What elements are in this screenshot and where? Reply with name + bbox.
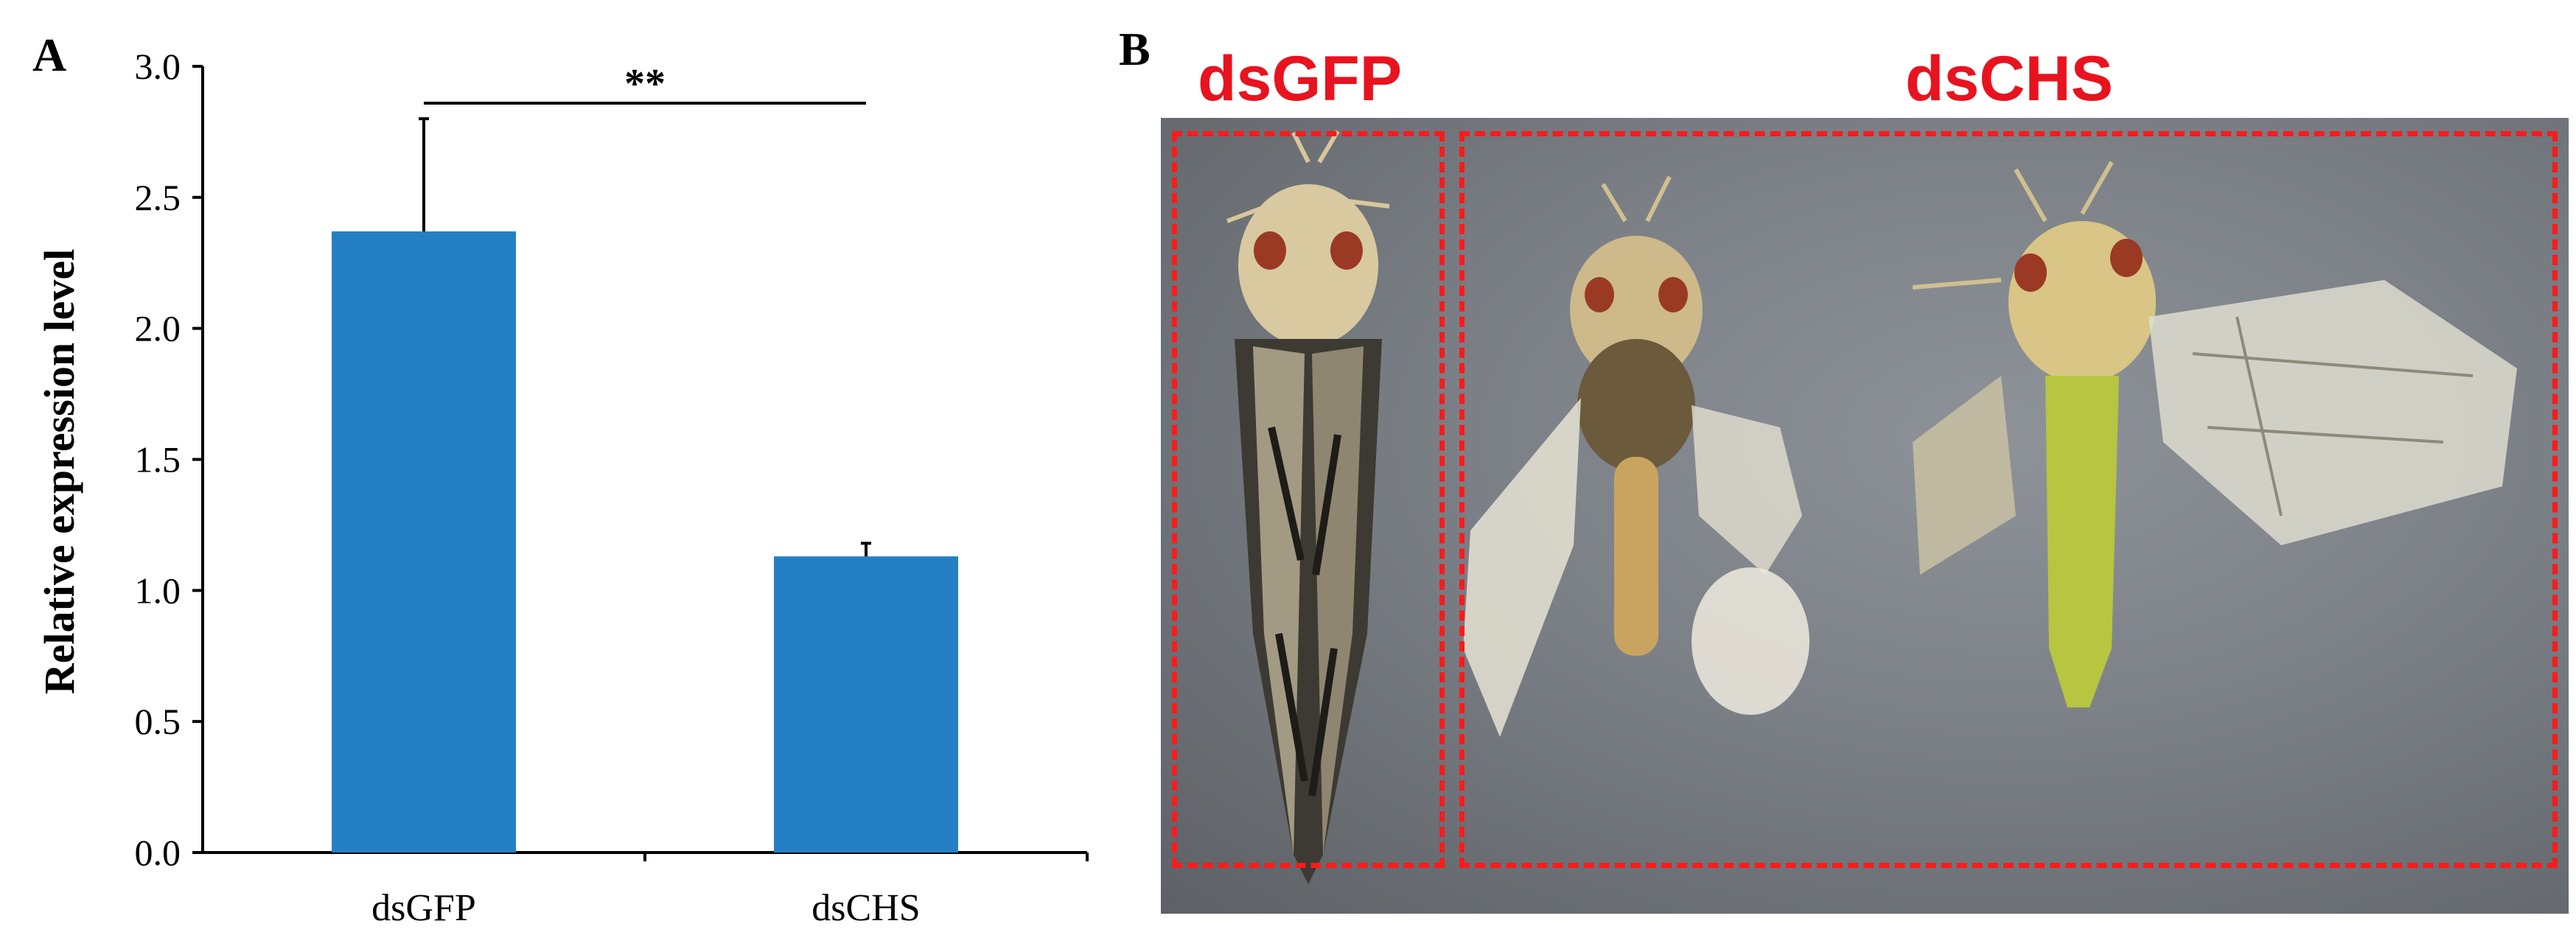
x-axis: dsGFP dsCHS bbox=[203, 851, 1089, 929]
photo-label-dsgfp: dsGFP bbox=[1198, 43, 1403, 114]
dschs-dashed-box bbox=[1459, 131, 2558, 868]
y-tick-label: 1.5 bbox=[135, 439, 181, 480]
bar-dsGFP bbox=[332, 231, 516, 853]
dschs-insect-2-image bbox=[1912, 161, 2517, 707]
y-tick-label: 0.5 bbox=[135, 701, 181, 742]
y-tick-label: 2.0 bbox=[135, 308, 181, 349]
bars bbox=[332, 231, 958, 853]
y-axis-label: Relative expression level bbox=[35, 249, 83, 695]
panel-a-letter: A bbox=[32, 29, 67, 81]
error-bars bbox=[419, 117, 871, 557]
y-tick-label: 0.0 bbox=[135, 832, 181, 873]
panel-b-letter: B bbox=[1119, 23, 1151, 75]
x-tick-label-dsCHS: dsCHS bbox=[811, 887, 920, 929]
y-tick-label: 2.5 bbox=[135, 177, 181, 218]
bar-dsCHS bbox=[774, 556, 958, 853]
significance-annotation: ** bbox=[424, 61, 866, 107]
significance-stars: ** bbox=[624, 61, 666, 107]
photo-panel bbox=[1161, 118, 2569, 914]
photo-label-dschs: dsCHS bbox=[1905, 43, 2113, 114]
bar-chart: 0.0 0.5 1.0 1.5 2.0 2.5 3.0 dsGFP dsCHS ** Rela… bbox=[35, 46, 1089, 929]
dsgfp-dashed-box bbox=[1172, 131, 1445, 868]
y-tick-label: 3.0 bbox=[135, 46, 181, 87]
dsgfp-insect-image bbox=[1226, 130, 1390, 884]
y-axis: 0.0 0.5 1.0 1.5 2.0 2.5 3.0 bbox=[135, 46, 204, 873]
dschs-insect-1-image bbox=[1463, 175, 1809, 737]
x-tick-label-dsGFP: dsGFP bbox=[371, 887, 476, 929]
y-tick-label: 1.0 bbox=[135, 570, 181, 611]
